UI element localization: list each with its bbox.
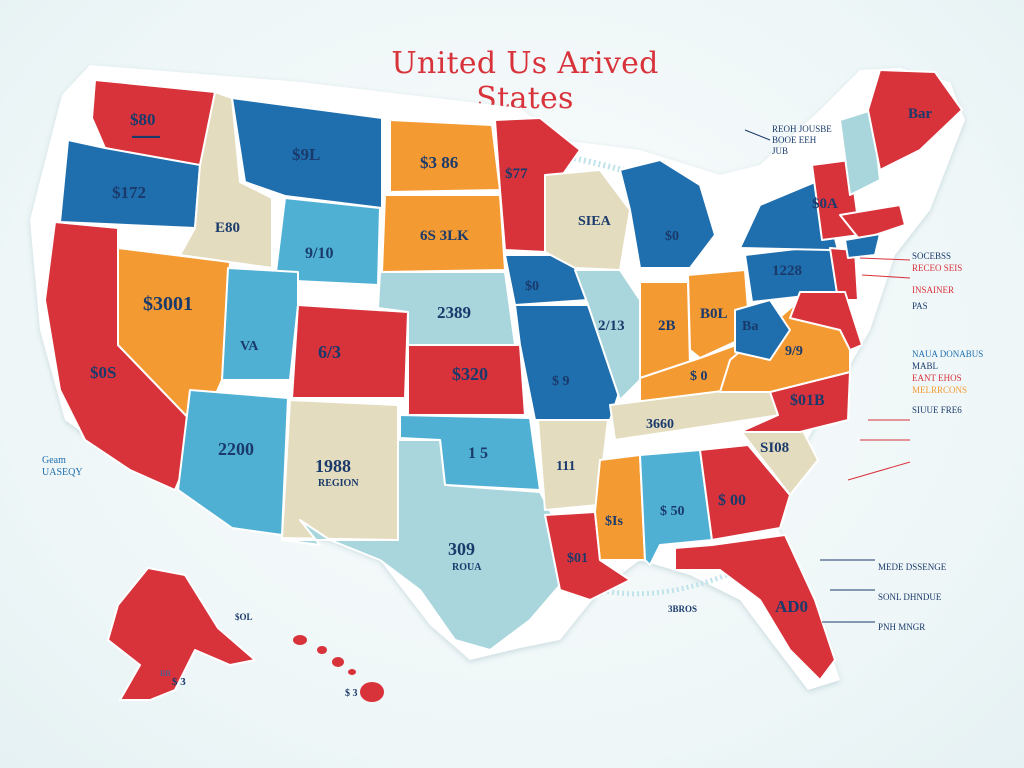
state-maryland[interactable] — [789, 291, 863, 351]
east-legend-item: RECEO SEIS — [912, 263, 963, 273]
map-title: United Us Arived States — [391, 46, 659, 116]
label-kentucky: $ 0 — [690, 369, 708, 384]
state-utah[interactable] — [221, 267, 299, 381]
sublabel-washington: ▬▬▬▬ — [132, 133, 160, 140]
south-legend: MEDE DSSENGE SONL DHNDUE PNH MNGR — [878, 552, 946, 642]
label-alaska: $ 3 — [172, 676, 186, 688]
label-alabama: $ 50 — [660, 504, 685, 519]
state-west-virginia[interactable] — [734, 299, 791, 361]
label-maine: Bar — [908, 106, 933, 122]
state-arizona[interactable] — [177, 389, 289, 536]
sublabel-new-mexico: REGION — [318, 478, 359, 489]
label-missouri: $ 9 — [552, 374, 570, 389]
leader-lines — [847, 257, 911, 481]
label-louisiana: $01 — [567, 551, 588, 566]
label-georgia: $ 00 — [718, 492, 746, 509]
state-maine-south[interactable] — [839, 109, 881, 196]
state-alaska[interactable] — [107, 567, 256, 701]
state-florida[interactable] — [674, 534, 836, 681]
label-colorado: 6/3 — [318, 342, 341, 362]
east-legend-item: NAUA DONABUS — [912, 349, 984, 359]
northeast-annotation-line: BOOE EEH — [772, 135, 817, 145]
label-minnesota: $77 — [505, 166, 528, 182]
east-legend-item: INSAINER — [912, 285, 954, 295]
label-south-carolina: SI08 — [760, 440, 789, 456]
label-gulf: 3BROS — [668, 604, 697, 614]
label-illinois: 2/13 — [598, 318, 625, 334]
east-legend-item: MABL — [912, 361, 939, 371]
state-mississippi[interactable] — [594, 454, 646, 561]
label-idaho: E80 — [215, 220, 240, 236]
state-michigan[interactable] — [619, 159, 716, 269]
state-maine[interactable] — [867, 69, 963, 171]
northeast-annotation-line: REOH JOUSBE — [772, 124, 832, 134]
state-south-dakota[interactable] — [381, 194, 506, 273]
east-legend-item: EANT EHOS — [912, 373, 962, 383]
label-nebraska: 2389 — [437, 303, 471, 322]
label-utah: VA — [240, 339, 259, 354]
state-texas[interactable] — [281, 439, 561, 651]
label-florida: AD0 — [775, 597, 808, 616]
label-wyoming: 9/10 — [305, 245, 333, 262]
state-colorado[interactable] — [291, 304, 409, 399]
label-michigan: $0 — [665, 229, 679, 244]
east-legend-item: SOCEBSS — [912, 251, 952, 261]
label-texas: 309 — [448, 539, 475, 559]
label-wisconsin: SIEA — [578, 214, 612, 229]
label-nevada: $3001 — [143, 293, 193, 315]
state-hawaii[interactable] — [293, 635, 384, 702]
label-south-dakota: 6S 3LK — [420, 228, 469, 244]
label-tennessee: 3660 — [646, 417, 674, 432]
label-pacific: $OL — [235, 612, 253, 622]
label-iowa: $0 — [525, 279, 539, 294]
label-ohio: B0L — [700, 306, 728, 322]
east-legend: SOCEBSS RECEO SEIS INSAINER PAS NAUA DON… — [912, 250, 983, 416]
west-annotation-line: Geam — [42, 455, 66, 466]
state-idaho[interactable] — [179, 91, 273, 269]
northeast-annotation: REOH JOUSBE BOOE EEH JUB — [772, 124, 832, 157]
label-washington: $80 — [130, 110, 156, 129]
south-legend-item: MEDE DSSENGE — [878, 562, 947, 572]
south-legend-item: SONL DHNDUE — [878, 592, 942, 602]
label-oklahoma: 1 5 — [468, 445, 488, 462]
label-indiana: 2B — [658, 318, 676, 334]
label-north-carolina: $01B — [790, 392, 825, 409]
east-legend-item: PAS — [912, 301, 928, 311]
east-legend-item: MELRRCONS — [912, 385, 968, 395]
west-annotation: Geam UASEQY — [42, 455, 83, 479]
alaska-note: BB — [160, 669, 171, 678]
label-west-virginia: Ba — [742, 319, 758, 334]
state-kansas[interactable] — [407, 344, 526, 416]
state-massachusetts[interactable] — [839, 204, 906, 241]
label-kansas: $320 — [452, 364, 488, 384]
label-arkansas: 111 — [556, 459, 575, 474]
east-legend-item: SIUUE FRE6 — [912, 405, 962, 415]
label-oregon: $172 — [112, 183, 146, 202]
label-arizona: 2200 — [218, 439, 254, 459]
state-georgia[interactable] — [699, 444, 791, 541]
northeast-annotation-line: JUB — [772, 146, 789, 156]
west-annotation-line: UASEQY — [42, 467, 83, 478]
label-new-mexico: 1988 — [315, 456, 351, 476]
state-montana[interactable] — [231, 97, 383, 209]
state-wyoming[interactable] — [274, 197, 381, 286]
label-virginia: 9/9 — [785, 344, 803, 359]
label-vermont-nh: $0A — [812, 196, 838, 212]
label-montana: $9L — [292, 145, 320, 164]
label-hawaii: $ 3 — [345, 688, 358, 699]
label-mississippi: $Is — [605, 514, 623, 529]
state-connecticut[interactable] — [844, 233, 881, 259]
label-california: $0S — [90, 363, 116, 382]
label-north-dakota: $3 86 — [420, 153, 458, 172]
leader-lines-south — [744, 129, 875, 623]
sublabel-texas: ROUA — [452, 562, 482, 573]
south-legend-item: PNH MNGR — [878, 622, 926, 632]
label-new-york: 1228 — [772, 263, 802, 279]
